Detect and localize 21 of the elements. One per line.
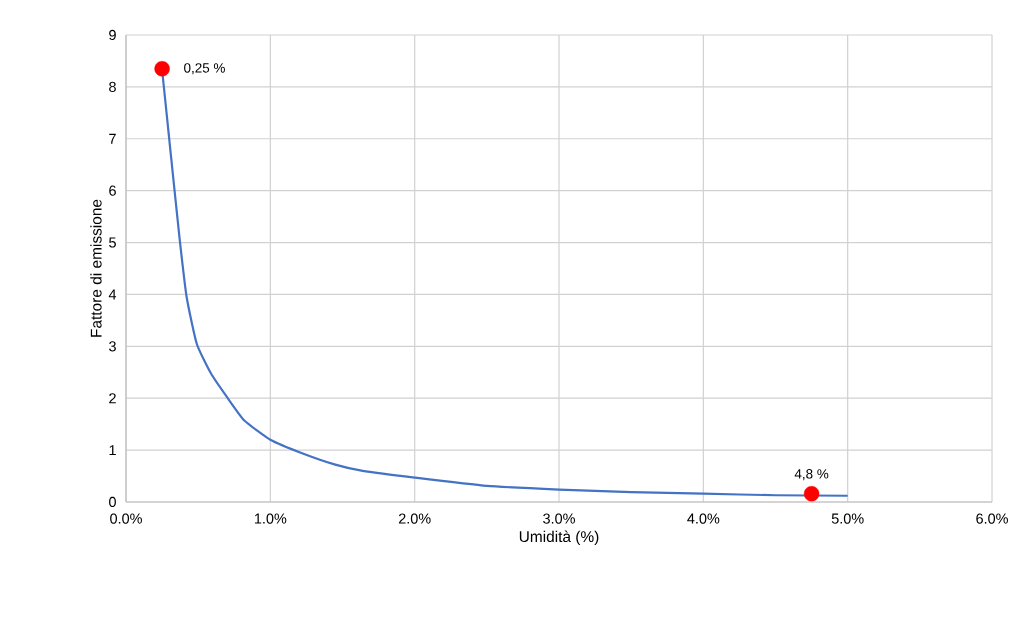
x-tick-label: 3.0% <box>543 513 575 524</box>
y-tick-label: 8 <box>109 81 116 92</box>
y-tick-label: 2 <box>109 393 116 404</box>
x-tick-label: 1.0% <box>254 513 287 524</box>
annotation: 0,25 % <box>184 63 225 75</box>
y-axis-title: Fattore di emissione <box>90 199 102 337</box>
x-axis-title: Umidità (%) <box>519 530 599 546</box>
y-tick-label: 7 <box>109 133 116 144</box>
x-tick-label: 5.0% <box>831 513 864 524</box>
x-tick-label: 4.0% <box>687 513 720 524</box>
x-tick-label: 2.0% <box>398 513 431 524</box>
x-tick-label: 6.0% <box>976 513 1008 524</box>
y-tick-label: 4 <box>108 289 117 300</box>
annotation: 4,8 % <box>794 469 829 481</box>
y-tick-label: 6 <box>109 185 116 196</box>
x-tick-label: 0.0% <box>110 513 142 524</box>
y-tick-label: 9 <box>109 29 116 41</box>
y-tick-label: 5 <box>109 237 116 248</box>
y-tick-label: 3 <box>109 341 116 352</box>
y-tick-label: 0 <box>109 496 116 508</box>
y-tick-label: 1 <box>109 445 116 456</box>
